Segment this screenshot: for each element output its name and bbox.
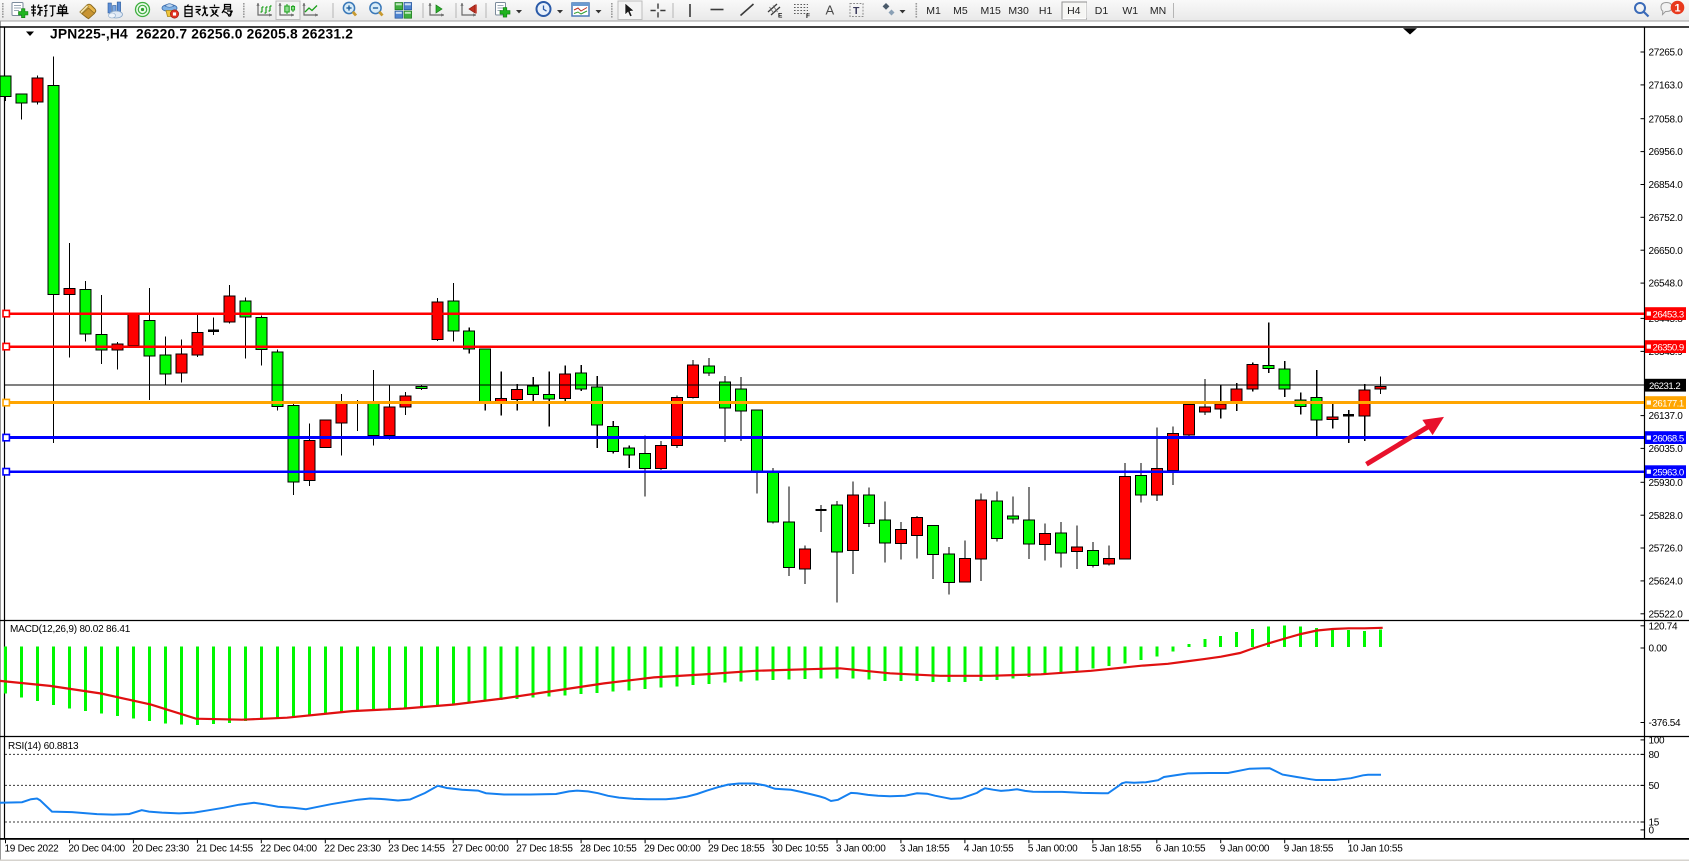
svg-text:25828.0: 25828.0 (1649, 511, 1684, 522)
svg-text:9 Jan 00:00: 9 Jan 00:00 (1220, 844, 1270, 855)
svg-text:4 Jan 10:55: 4 Jan 10:55 (964, 844, 1014, 855)
svg-text:5 Jan 00:00: 5 Jan 00:00 (1028, 844, 1078, 855)
svg-text:26548.0: 26548.0 (1649, 279, 1684, 290)
svg-text:JPN225-,H4 26220.7 26256.0 26: JPN225-,H4 26220.7 26256.0 26205.8 26231… (50, 27, 353, 42)
svg-text:25930.0: 25930.0 (1649, 478, 1684, 489)
svg-text:23 Dec 14:55: 23 Dec 14:55 (388, 844, 445, 855)
svg-text:0: 0 (1649, 826, 1655, 837)
svg-text:29 Dec 00:00: 29 Dec 00:00 (644, 844, 701, 855)
svg-text:M5: M5 (953, 5, 968, 17)
svg-text:M1: M1 (926, 5, 941, 17)
svg-text:30 Dec 10:55: 30 Dec 10:55 (772, 844, 829, 855)
svg-text:9 Jan 18:55: 9 Jan 18:55 (1284, 844, 1334, 855)
svg-text:M30: M30 (1008, 5, 1029, 17)
svg-text:W1: W1 (1122, 5, 1138, 17)
svg-text:6 Jan 10:55: 6 Jan 10:55 (1156, 844, 1206, 855)
svg-text:D1: D1 (1095, 5, 1109, 17)
svg-text:25624.0: 25624.0 (1649, 577, 1684, 588)
svg-text:27 Dec 18:55: 27 Dec 18:55 (516, 844, 573, 855)
svg-text:25963.0: 25963.0 (1653, 468, 1684, 479)
svg-text:26137.0: 26137.0 (1649, 411, 1684, 422)
svg-text:25726.0: 25726.0 (1649, 544, 1684, 555)
svg-text:0.00: 0.00 (1649, 644, 1668, 655)
svg-text:22 Dec 04:00: 22 Dec 04:00 (260, 844, 317, 855)
svg-text:25522.0: 25522.0 (1649, 609, 1684, 620)
svg-text:27058.0: 27058.0 (1649, 114, 1684, 125)
svg-text:26956.0: 26956.0 (1649, 147, 1684, 158)
svg-text:MACD(12,26,9) 80.02 86.41: MACD(12,26,9) 80.02 86.41 (10, 624, 131, 635)
svg-text:T: T (853, 5, 860, 17)
svg-text:27163.0: 27163.0 (1649, 81, 1684, 92)
svg-text:F: F (806, 13, 810, 20)
svg-text:H1: H1 (1039, 5, 1053, 17)
svg-text:A: A (826, 3, 835, 18)
svg-text:29 Dec 18:55: 29 Dec 18:55 (708, 844, 765, 855)
svg-text:80: 80 (1649, 750, 1660, 761)
svg-text:20 Dec 04:00: 20 Dec 04:00 (69, 844, 126, 855)
svg-text:26068.5: 26068.5 (1653, 433, 1684, 444)
svg-text:20 Dec 23:30: 20 Dec 23:30 (132, 844, 189, 855)
svg-text:27265.0: 27265.0 (1649, 48, 1684, 59)
svg-text:21 Dec 14:55: 21 Dec 14:55 (196, 844, 253, 855)
svg-text:3 Jan 18:55: 3 Jan 18:55 (900, 844, 950, 855)
svg-text:5 Jan 18:55: 5 Jan 18:55 (1092, 844, 1142, 855)
svg-text:19 Dec 2022: 19 Dec 2022 (5, 844, 60, 855)
svg-text:26854.0: 26854.0 (1649, 180, 1684, 191)
svg-text:26231.2: 26231.2 (1649, 381, 1680, 392)
svg-text:10 Jan 10:55: 10 Jan 10:55 (1348, 844, 1404, 855)
svg-text:26650.0: 26650.0 (1649, 246, 1684, 257)
svg-text:26035.0: 26035.0 (1649, 444, 1684, 455)
svg-text:3 Jan 00:00: 3 Jan 00:00 (836, 844, 886, 855)
svg-text:27 Dec 00:00: 27 Dec 00:00 (452, 844, 509, 855)
svg-text:22 Dec 23:30: 22 Dec 23:30 (324, 844, 381, 855)
svg-text:28 Dec 10:55: 28 Dec 10:55 (580, 844, 637, 855)
svg-text:1: 1 (1674, 3, 1680, 15)
svg-text:26453.3: 26453.3 (1653, 309, 1684, 320)
svg-text:120.74: 120.74 (1649, 621, 1679, 632)
svg-text:100: 100 (1649, 736, 1666, 747)
svg-text:RSI(14) 60.8813: RSI(14) 60.8813 (8, 741, 79, 752)
svg-text:26177.1: 26177.1 (1653, 398, 1684, 409)
svg-text:H4: H4 (1067, 5, 1081, 17)
svg-text:E: E (778, 13, 783, 20)
svg-text:26752.0: 26752.0 (1649, 213, 1684, 224)
svg-text:50: 50 (1649, 781, 1660, 792)
svg-text:M15: M15 (980, 5, 1001, 17)
svg-text:MN: MN (1150, 5, 1166, 17)
svg-text:26350.9: 26350.9 (1653, 342, 1684, 353)
svg-text:15: 15 (1649, 818, 1660, 829)
svg-text:-376.54: -376.54 (1649, 718, 1682, 729)
